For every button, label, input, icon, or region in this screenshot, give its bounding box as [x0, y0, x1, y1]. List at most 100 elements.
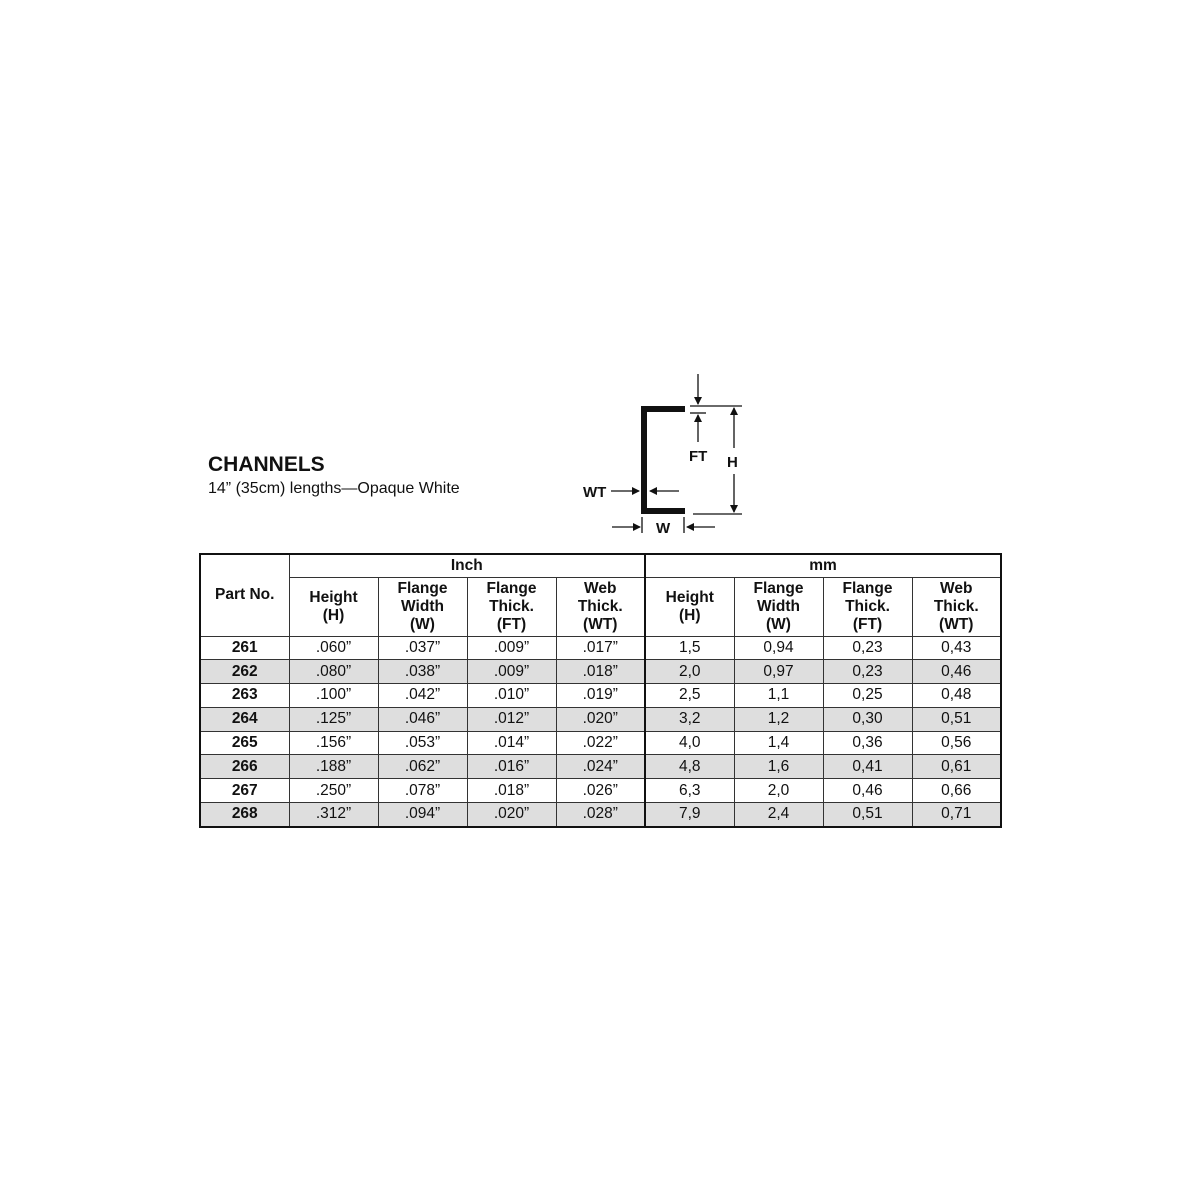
table-row: 262.080” .038” .009” .018” 2,0 0,97 0,23 0,46 — [199, 659, 1002, 685]
value-cell: 0,51 — [911, 706, 1002, 732]
value-cell: .062” — [377, 754, 468, 780]
value-cell: .046” — [377, 706, 468, 732]
inch-web-thick-header: Web Thick. (WT) — [555, 576, 646, 637]
header-line: Web — [940, 579, 973, 597]
value-cell: .028” — [555, 802, 646, 828]
header-line: (FT) — [852, 615, 883, 633]
value-cell: 2,4 — [733, 802, 824, 828]
value-cell: 0,23 — [822, 659, 913, 685]
value-cell: 6,3 — [644, 778, 735, 804]
value-cell: .042” — [377, 683, 468, 708]
value-cell: .053” — [377, 730, 468, 756]
value-cell: .018” — [555, 659, 646, 685]
value-cell: .009” — [466, 659, 557, 685]
value-cell: .014” — [466, 730, 557, 756]
value-cell: .125” — [288, 706, 379, 732]
value-cell: .250” — [288, 778, 379, 804]
part-number-cell: 265 — [199, 730, 290, 756]
value-cell: 0,41 — [822, 754, 913, 780]
value-cell: .022” — [555, 730, 646, 756]
value-cell: 3,2 — [644, 706, 735, 732]
value-cell: .100” — [288, 683, 379, 708]
value-cell: 1,2 — [733, 706, 824, 732]
header-line: Flange — [753, 579, 804, 597]
value-cell: 1,4 — [733, 730, 824, 756]
value-cell: .009” — [466, 635, 557, 661]
header-line: (W) — [410, 615, 435, 633]
ft-label: FT — [689, 448, 707, 465]
value-cell: 0,43 — [911, 635, 1002, 661]
value-cell: .078” — [377, 778, 468, 804]
value-cell: .020” — [555, 706, 646, 732]
value-cell: 0,97 — [733, 659, 824, 685]
value-cell: 0,36 — [822, 730, 913, 756]
header-line: (H) — [322, 606, 345, 624]
part-no-header: Part No. — [199, 553, 290, 637]
part-number-cell: 263 — [199, 683, 290, 708]
page-title: CHANNELS — [208, 453, 325, 476]
value-cell: .017” — [555, 635, 646, 661]
value-cell: .024” — [555, 754, 646, 780]
table-row: 263.100” .042” .010” .019” 2,5 1,1 0,25 0,48 — [199, 683, 1002, 708]
value-cell: .080” — [288, 659, 379, 685]
value-cell: 1,5 — [644, 635, 735, 661]
page-subtitle: 14” (35cm) lengths—Opaque White — [208, 480, 460, 497]
value-cell: 0,66 — [911, 778, 1002, 804]
value-cell: 0,56 — [911, 730, 1002, 756]
wt-label: WT — [583, 484, 606, 501]
part-number-cell: 268 — [199, 802, 290, 828]
header-line: (H) — [678, 606, 701, 624]
header-line: Web — [584, 579, 617, 597]
value-cell: 0,30 — [822, 706, 913, 732]
header-line: Width — [757, 597, 800, 615]
mm-flange-width-header: Flange Width (W) — [733, 576, 824, 637]
header-line: Thick. — [845, 597, 890, 615]
part-number-cell: 266 — [199, 754, 290, 780]
mm-web-thick-header: Web Thick. (WT) — [911, 576, 1002, 637]
header-line: Height — [309, 588, 358, 606]
header-line: Height — [665, 588, 714, 606]
table-row: 264.125” .046” .012” .020” 3,2 1,2 0,30 0,51 — [199, 706, 1002, 732]
header-line: (FT) — [496, 615, 527, 633]
part-number-cell: 262 — [199, 659, 290, 685]
header-line: Thick. — [489, 597, 534, 615]
channels-table: Part No. Inch mm Height (H) Flange Width (W)… — [199, 553, 1002, 828]
value-cell: .019” — [555, 683, 646, 708]
value-cell: 7,9 — [644, 802, 735, 828]
value-cell: 0,61 — [911, 754, 1002, 780]
value-cell: 0,25 — [822, 683, 913, 708]
value-cell: .018” — [466, 778, 557, 804]
mm-flange-thick-header: Flange Thick. (FT) — [822, 576, 913, 637]
value-cell: .010” — [466, 683, 557, 708]
value-cell: 0,46 — [822, 778, 913, 804]
w-label: W — [656, 520, 671, 537]
table-row: 268.312” .094” .020” .028” 7,9 2,4 0,51 0,71 — [199, 802, 1002, 828]
header-line: Thick. — [577, 597, 623, 615]
header-line: Flange — [397, 579, 448, 597]
value-cell: .312” — [288, 802, 379, 828]
value-cell: 1,6 — [733, 754, 824, 780]
value-cell: .156” — [288, 730, 379, 756]
value-cell: .094” — [377, 802, 468, 828]
header-line: (W) — [766, 615, 791, 633]
value-cell: .012” — [466, 706, 557, 732]
value-cell: 2,5 — [644, 683, 735, 708]
header-line: Width — [401, 597, 444, 615]
header-line: Flange — [842, 579, 893, 597]
part-number-cell: 267 — [199, 778, 290, 804]
h-label: H — [727, 454, 738, 471]
inch-height-header: Height (H) — [288, 576, 379, 637]
value-cell: .037” — [377, 635, 468, 661]
part-number-cell: 261 — [199, 635, 290, 661]
value-cell: 0,23 — [822, 635, 913, 661]
inch-group-header: Inch — [288, 553, 646, 578]
value-cell: 0,94 — [733, 635, 824, 661]
value-cell: .060” — [288, 635, 379, 661]
value-cell: .038” — [377, 659, 468, 685]
table-row: 266.188” .062” .016” .024” 4,8 1,6 0,41 0,61 — [199, 754, 1002, 780]
inch-flange-thick-header: Flange Thick. (FT) — [466, 576, 557, 637]
header-line: Thick. — [933, 597, 979, 615]
header-line: (WT) — [583, 615, 618, 633]
value-cell: .026” — [555, 778, 646, 804]
